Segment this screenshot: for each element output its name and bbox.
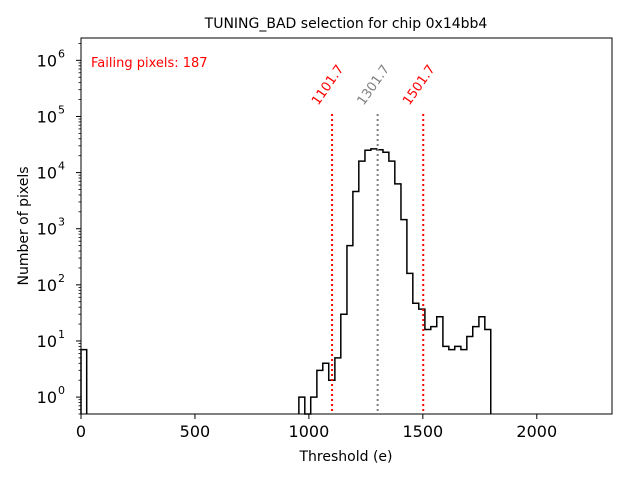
y-axis-label: Number of pixels — [16, 166, 32, 285]
y-tick-label: 10 — [37, 332, 57, 351]
histogram-bin — [455, 346, 461, 414]
y-tick-exponent: 3 — [58, 216, 65, 229]
histogram-bin — [299, 397, 305, 414]
histogram-bin — [359, 161, 365, 414]
y-tick-label: 10 — [37, 51, 57, 70]
threshold-label: 1501.7 — [400, 62, 438, 108]
histogram-bin — [341, 314, 347, 414]
histogram-bin — [479, 317, 485, 414]
x-tick-label: 0 — [76, 422, 86, 441]
histogram-outline — [80, 148, 492, 415]
histogram-bin — [485, 330, 491, 414]
histogram-bin — [353, 192, 359, 414]
y-tick-label: 10 — [37, 107, 57, 126]
histogram-bin — [407, 273, 413, 414]
y-tick-label: 10 — [37, 276, 57, 295]
x-axis-label: Threshold (e) — [299, 449, 393, 465]
y-tick-label: 10 — [37, 220, 57, 239]
chart-title: TUNING_BAD selection for chip 0x14bb4 — [204, 16, 488, 32]
y-tick-exponent: 0 — [58, 384, 65, 397]
histogram-bin — [401, 220, 407, 414]
histogram-bin — [443, 346, 449, 414]
histogram-bin — [383, 152, 389, 414]
y-tick-exponent: 4 — [58, 160, 65, 173]
histogram-bin — [371, 149, 377, 414]
y-tick-exponent: 1 — [58, 328, 65, 341]
histogram-bin — [317, 370, 323, 414]
histogram-bin — [347, 246, 353, 414]
y-tick-exponent: 2 — [58, 272, 65, 285]
y-tick-label: 10 — [37, 388, 57, 407]
y-tick-exponent: 5 — [58, 103, 65, 116]
histogram-bin — [395, 184, 401, 414]
histogram-bin — [425, 330, 431, 414]
x-tick-label: 1000 — [289, 422, 330, 441]
histogram-bin — [413, 303, 419, 414]
histogram-bin — [365, 150, 371, 414]
threshold-label: 1301.7 — [355, 62, 393, 108]
y-tick-label: 10 — [37, 164, 57, 183]
threshold-label: 1101.7 — [309, 62, 347, 108]
histogram-bin — [473, 327, 479, 414]
histogram-bin — [461, 350, 467, 414]
histogram-bin — [431, 327, 437, 414]
histogram-bin — [449, 350, 455, 414]
histogram-bin — [311, 397, 317, 414]
x-tick-label: 1500 — [402, 422, 443, 441]
y-tick-exponent: 6 — [58, 47, 65, 60]
failing-pixels-annotation: Failing pixels: 187 — [91, 56, 208, 71]
plot-frame — [80, 37, 613, 415]
histogram-bin — [467, 337, 473, 414]
x-tick-label: 2000 — [516, 422, 557, 441]
histogram-bin — [81, 350, 87, 414]
histogram-bin — [335, 358, 341, 414]
histogram-bin — [389, 161, 395, 414]
histogram-bin — [437, 317, 443, 414]
x-tick-label: 500 — [180, 422, 211, 441]
histogram-bin — [323, 363, 329, 414]
